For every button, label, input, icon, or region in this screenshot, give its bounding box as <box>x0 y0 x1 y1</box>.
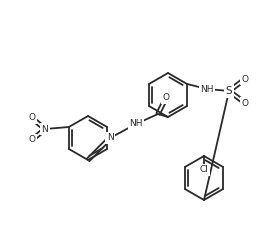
Text: O: O <box>163 94 169 102</box>
Text: NH: NH <box>200 85 214 94</box>
Text: N: N <box>107 134 113 142</box>
Text: O: O <box>241 99 248 107</box>
Text: N: N <box>41 125 48 134</box>
Text: NH: NH <box>129 120 143 128</box>
Text: O: O <box>28 135 35 145</box>
Text: O: O <box>241 74 248 83</box>
Text: S: S <box>226 86 232 96</box>
Text: Cl: Cl <box>200 166 209 174</box>
Text: O: O <box>28 114 35 122</box>
